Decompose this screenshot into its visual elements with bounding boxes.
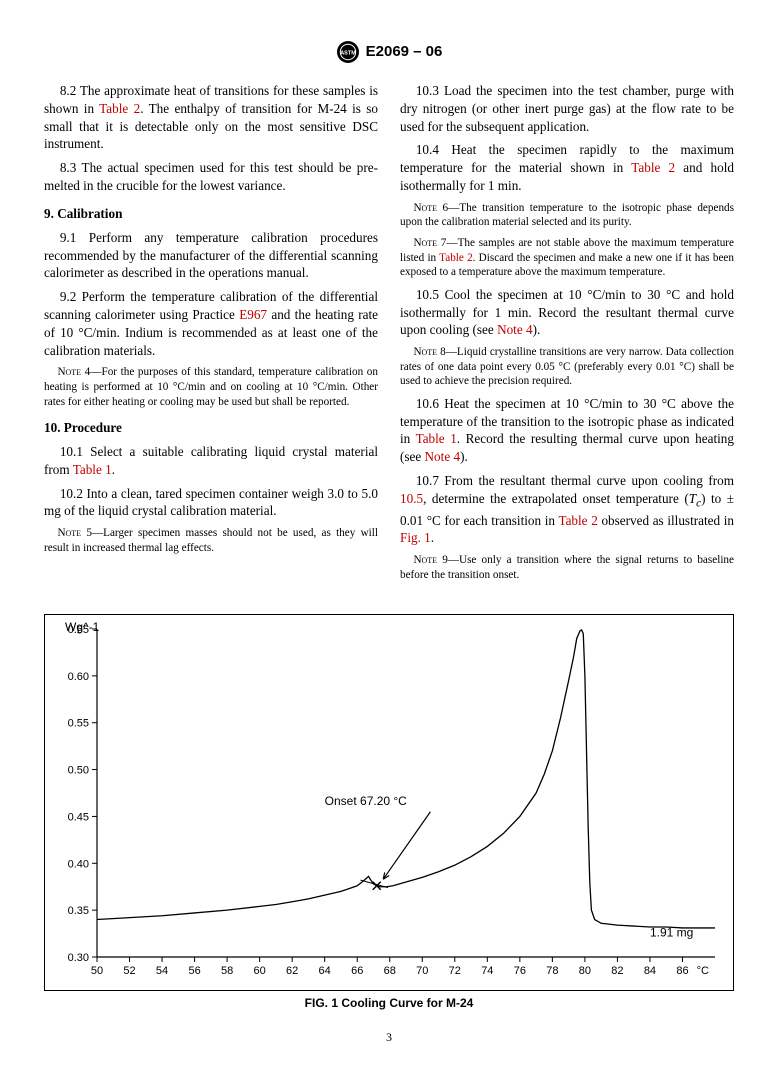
svg-text:74: 74 <box>481 965 493 977</box>
svg-text:86: 86 <box>676 965 688 977</box>
figure-caption: FIG. 1 Cooling Curve for M-24 <box>44 995 734 1011</box>
svg-text:80: 80 <box>579 965 591 977</box>
text: ). <box>533 322 541 337</box>
para-10-1: 10.1 Select a suitable calibrating liqui… <box>44 443 378 479</box>
svg-text:76: 76 <box>514 965 526 977</box>
svg-text:64: 64 <box>319 965 331 977</box>
para-10-4: 10.4 Heat the specimen rapidly to the ma… <box>400 141 734 194</box>
xref-fig-1[interactable]: Fig. 1 <box>400 530 431 545</box>
svg-text:70: 70 <box>416 965 428 977</box>
svg-text:0.35: 0.35 <box>68 906 89 918</box>
para-10-5: 10.5 Cool the specimen at 10 °C/min to 3… <box>400 286 734 339</box>
para-10-6: 10.6 Heat the specimen at 10 °C/min to 3… <box>400 395 734 466</box>
svg-text:0.60: 0.60 <box>68 671 89 683</box>
note-label: Note 6— <box>413 202 459 214</box>
xref-table-2[interactable]: Table 2 <box>439 252 473 264</box>
svg-text:68: 68 <box>384 965 396 977</box>
note-8: Note 8—Liquid crystalline transitions ar… <box>400 345 734 389</box>
xref-table-2[interactable]: Table 2 <box>99 101 140 116</box>
para-8-3: 8.3 The actual specimen used for this te… <box>44 159 378 195</box>
left-column: 8.2 The approximate heat of transitions … <box>44 82 378 588</box>
text: 10.5 Cool the specimen at 10 °C/min to 3… <box>400 287 734 338</box>
xref-note-4[interactable]: Note 4 <box>497 322 533 337</box>
xref-e967[interactable]: E967 <box>239 307 267 322</box>
var-T: T <box>689 491 696 506</box>
xref-table-2[interactable]: Table 2 <box>631 160 675 175</box>
xref-table-2[interactable]: Table 2 <box>558 513 597 528</box>
text: observed as illustrated in <box>598 513 734 528</box>
note-label: Note 8— <box>413 346 456 358</box>
doc-header: ASTM E2069 – 06 <box>44 40 734 64</box>
para-10-2: 10.2 Into a clean, tared specimen contai… <box>44 485 378 521</box>
xref-note-4[interactable]: Note 4 <box>425 449 461 464</box>
svg-text:0.50: 0.50 <box>68 765 89 777</box>
text: , determine the extrapolated onset tempe… <box>423 491 689 506</box>
page-number: 3 <box>44 1029 734 1045</box>
svg-text:ASTM: ASTM <box>340 51 356 57</box>
note-label: Note 4— <box>57 366 101 378</box>
designation: E2069 – 06 <box>366 42 443 62</box>
svg-text:66: 66 <box>351 965 363 977</box>
note-label: Note 7— <box>413 237 457 249</box>
astm-logo: ASTM <box>336 40 360 64</box>
two-column-body: 8.2 The approximate heat of transitions … <box>44 82 734 588</box>
figure-1: 0.300.350.400.450.500.550.600.6550525456… <box>44 614 734 991</box>
svg-text:56: 56 <box>188 965 200 977</box>
note-label: Note 5— <box>57 527 103 539</box>
section-10-title: 10. Procedure <box>44 419 378 437</box>
text: . <box>112 462 115 477</box>
note-5: Note 5—Larger specimen masses should not… <box>44 526 378 555</box>
svg-text:0.40: 0.40 <box>68 859 89 871</box>
svg-text:58: 58 <box>221 965 233 977</box>
svg-text:84: 84 <box>644 965 656 977</box>
svg-text:52: 52 <box>123 965 135 977</box>
text: ). <box>460 449 468 464</box>
svg-text:°C: °C <box>697 965 709 977</box>
xref-table-1[interactable]: Table 1 <box>416 431 457 446</box>
para-9-1: 9.1 Perform any temperature calibration … <box>44 229 378 282</box>
svg-text:0.45: 0.45 <box>68 812 89 824</box>
para-10-3: 10.3 Load the specimen into the test cha… <box>400 82 734 135</box>
svg-text:0.30: 0.30 <box>68 952 89 964</box>
note-6: Note 6—The transition temperature to the… <box>400 201 734 230</box>
svg-text:Onset 67.20 °C: Onset 67.20 °C <box>325 795 408 809</box>
right-column: 10.3 Load the specimen into the test cha… <box>400 82 734 588</box>
para-8-2: 8.2 The approximate heat of transitions … <box>44 82 378 153</box>
svg-text:60: 60 <box>254 965 266 977</box>
svg-text:50: 50 <box>91 965 103 977</box>
svg-text:72: 72 <box>449 965 461 977</box>
svg-text:Wg^-1: Wg^-1 <box>65 620 100 634</box>
note-4: Note 4—For the purposes of this standard… <box>44 365 378 409</box>
xref-10-5[interactable]: 10.5 <box>400 491 423 506</box>
note-9: Note 9—Use only a transition where the s… <box>400 553 734 582</box>
svg-text:62: 62 <box>286 965 298 977</box>
svg-text:1.91 mg: 1.91 mg <box>650 926 693 940</box>
svg-text:0.55: 0.55 <box>68 718 89 730</box>
section-9-title: 9. Calibration <box>44 205 378 223</box>
svg-text:78: 78 <box>546 965 558 977</box>
text: 10.7 From the resultant thermal curve up… <box>416 473 734 488</box>
svg-text:54: 54 <box>156 965 168 977</box>
cooling-curve-chart: 0.300.350.400.450.500.550.600.6550525456… <box>45 615 733 985</box>
note-label: Note 9— <box>413 554 459 566</box>
svg-text:82: 82 <box>611 965 623 977</box>
xref-table-1[interactable]: Table 1 <box>73 462 112 477</box>
para-9-2: 9.2 Perform the temperature calibration … <box>44 288 378 359</box>
note-7: Note 7—The samples are not stable above … <box>400 236 734 280</box>
text: . <box>431 530 434 545</box>
para-10-7: 10.7 From the resultant thermal curve up… <box>400 472 734 547</box>
